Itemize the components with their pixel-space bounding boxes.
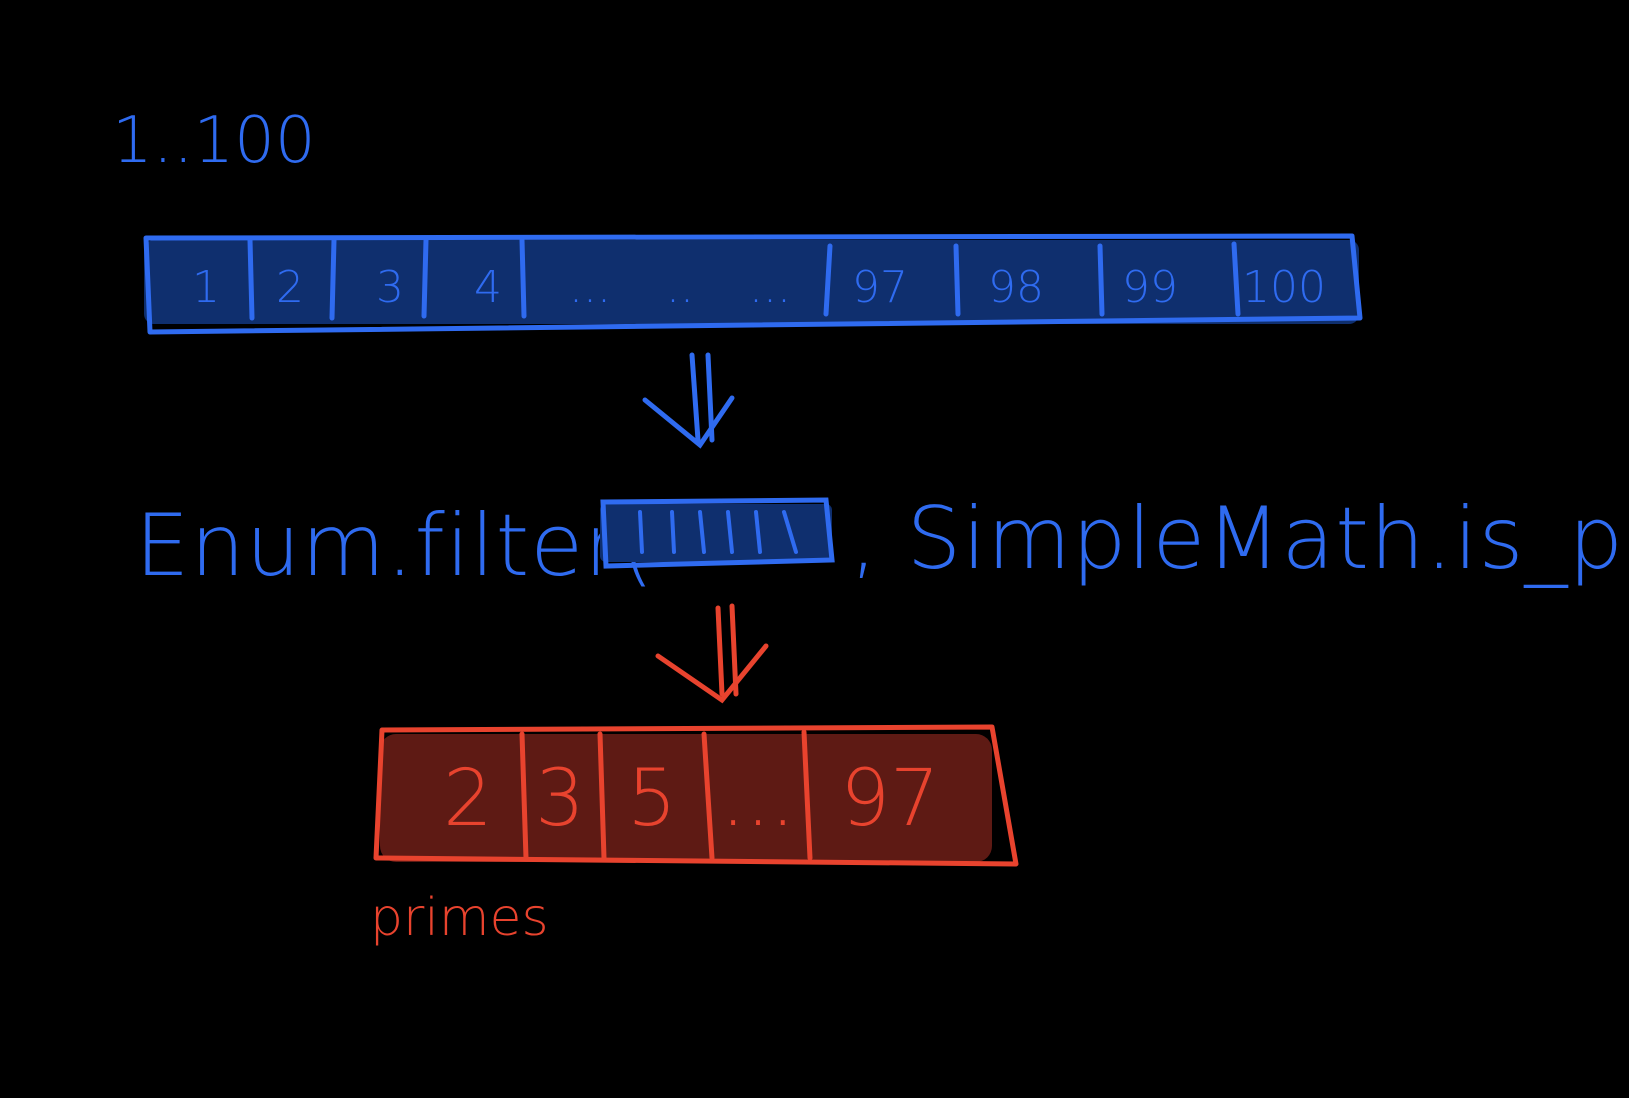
input-list-outline [143,233,1363,335]
input-list-divider [247,237,255,321]
input-list-cell: 98 [988,262,1044,313]
input-list-divider [329,237,337,321]
input-list-cell: 97 [852,262,908,313]
input-list-cell: 1 [192,262,220,313]
output-label: primes [370,888,549,948]
mini-list-icon [600,497,835,569]
input-list-divider [421,237,429,319]
input-list-divider [953,243,961,317]
output-list-cell: 5 [627,754,677,844]
output-list-cells: 2 3 5... 97 [443,729,940,861]
output-list: 2 3 5... 97 [373,724,1019,867]
input-list-cell: 3 [376,262,404,313]
output-list-fill [380,734,992,862]
input-list-cell: 4 [474,262,502,313]
input-list-cell: ... [569,262,611,313]
output-list-divider [701,731,715,861]
filter-call-prefix: Enum.filter( [135,496,655,596]
input-list-divider [1231,241,1241,317]
down-arrow-2 [655,603,769,704]
output-list-cell: 3 [535,754,585,844]
output-list-outline [373,724,1019,867]
input-list-divider [519,237,527,319]
input-list-cell: 2 [276,262,304,313]
input-list-cell: 99 [1122,262,1178,313]
input-list-cell: 100 [1242,262,1326,313]
down-arrow-1 [642,352,735,449]
input-list-cell: ... [749,262,791,313]
output-list-divider [597,731,607,861]
filter-call: Enum.filter( , SimpleMath.is_prime?) [135,489,1629,596]
range-label: 1..100 [112,104,316,178]
input-list-divider [823,243,833,317]
output-list-cell: 2 [443,754,493,844]
filter-call-suffix: , SimpleMath.is_prime?) [850,489,1629,589]
input-list-divider [1097,243,1105,317]
output-list-cell: ... [721,754,795,844]
input-list: 1 2 3 4........ 97 98 99 100 [143,233,1363,335]
input-list-fill [144,240,1359,324]
output-list-divider [519,731,529,861]
output-list-cell: 97 [840,754,939,844]
output-list-divider [801,729,813,861]
input-list-cell: .. [666,262,694,313]
input-list-cells: 1 2 3 4........ 97 98 99 100 [192,237,1326,321]
